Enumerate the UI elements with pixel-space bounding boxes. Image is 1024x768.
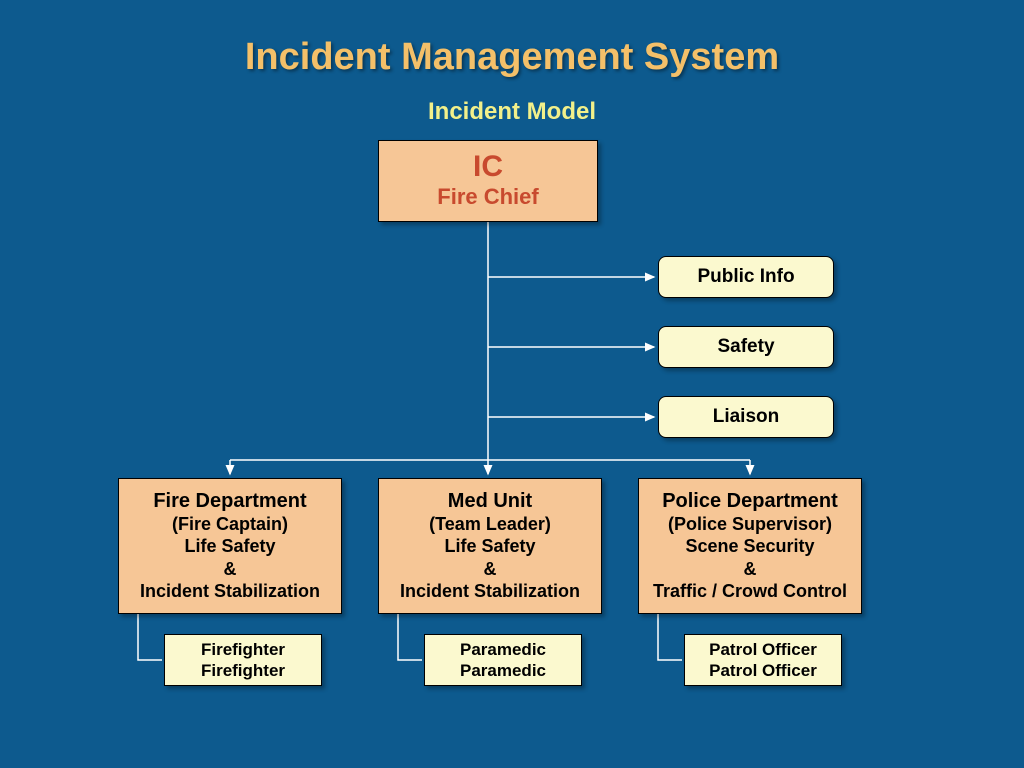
dept-police-title: Police Department bbox=[662, 490, 838, 513]
dept-fire-role: (Fire Captain) bbox=[172, 513, 288, 536]
sub-fire-1: Firefighter bbox=[201, 639, 285, 660]
dept-med-amp: & bbox=[484, 558, 497, 581]
dept-fire-line2: Incident Stabilization bbox=[140, 580, 320, 603]
ic-title: IC bbox=[473, 152, 503, 182]
dept-fire-title: Fire Department bbox=[153, 490, 306, 513]
dept-fire: Fire Department (Fire Captain) Life Safe… bbox=[118, 478, 342, 614]
sub-fire: Firefighter Firefighter bbox=[164, 634, 322, 686]
staff-liaison: Liaison bbox=[658, 396, 834, 438]
dept-med: Med Unit (Team Leader) Life Safety & Inc… bbox=[378, 478, 602, 614]
dept-police-line2: Traffic / Crowd Control bbox=[653, 580, 847, 603]
dept-med-role: (Team Leader) bbox=[429, 513, 551, 536]
sub-fire-2: Firefighter bbox=[201, 660, 285, 681]
sub-med: Paramedic Paramedic bbox=[424, 634, 582, 686]
dept-police-amp: & bbox=[744, 558, 757, 581]
dept-police-line1: Scene Security bbox=[685, 535, 814, 558]
dept-med-title: Med Unit bbox=[448, 490, 532, 513]
sub-med-1: Paramedic bbox=[460, 639, 546, 660]
ic-node: IC Fire Chief bbox=[378, 140, 598, 222]
staff-safety: Safety bbox=[658, 326, 834, 368]
dept-med-line2: Incident Stabilization bbox=[400, 580, 580, 603]
ic-subtitle: Fire Chief bbox=[437, 184, 538, 210]
slide-subtitle: Incident Model bbox=[0, 98, 1024, 126]
sub-med-2: Paramedic bbox=[460, 660, 546, 681]
slide-title: Incident Management System bbox=[0, 36, 1024, 79]
sub-police: Patrol Officer Patrol Officer bbox=[684, 634, 842, 686]
sub-police-2: Patrol Officer bbox=[709, 660, 817, 681]
dept-police-role: (Police Supervisor) bbox=[668, 513, 832, 536]
sub-police-1: Patrol Officer bbox=[709, 639, 817, 660]
dept-fire-amp: & bbox=[224, 558, 237, 581]
dept-med-line1: Life Safety bbox=[444, 535, 535, 558]
staff-public-info: Public Info bbox=[658, 256, 834, 298]
dept-police: Police Department (Police Supervisor) Sc… bbox=[638, 478, 862, 614]
dept-fire-line1: Life Safety bbox=[184, 535, 275, 558]
